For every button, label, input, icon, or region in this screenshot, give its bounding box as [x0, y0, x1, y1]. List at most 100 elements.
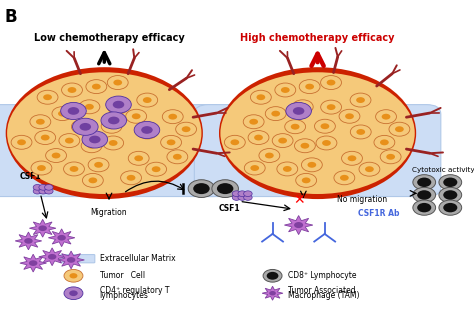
Circle shape [413, 200, 436, 215]
Circle shape [108, 117, 119, 124]
Circle shape [132, 113, 141, 119]
Circle shape [120, 171, 141, 185]
Circle shape [52, 152, 61, 158]
Circle shape [82, 131, 108, 148]
Circle shape [443, 190, 457, 200]
Circle shape [38, 225, 47, 231]
Circle shape [64, 162, 84, 176]
Circle shape [294, 222, 303, 228]
Circle shape [161, 135, 182, 149]
Text: Low chemotherapy efficacy: Low chemotherapy efficacy [34, 33, 184, 43]
Text: CD8⁺ Lymphocyte: CD8⁺ Lymphocyte [288, 271, 357, 280]
Circle shape [106, 96, 131, 113]
Circle shape [65, 138, 74, 144]
Circle shape [193, 183, 210, 194]
Circle shape [302, 178, 310, 183]
Circle shape [265, 152, 274, 158]
Circle shape [244, 191, 252, 197]
Text: High chemotherapy efficacy: High chemotherapy efficacy [240, 33, 395, 43]
Circle shape [327, 104, 336, 110]
Circle shape [359, 162, 380, 176]
Circle shape [292, 100, 313, 114]
Circle shape [113, 80, 122, 86]
Text: ✕: ✕ [293, 193, 304, 207]
Circle shape [417, 190, 431, 200]
Circle shape [108, 100, 128, 114]
Circle shape [382, 114, 391, 120]
Circle shape [217, 183, 233, 194]
Circle shape [439, 200, 462, 215]
Circle shape [68, 87, 76, 93]
Circle shape [250, 90, 271, 104]
Circle shape [67, 257, 75, 263]
Circle shape [86, 80, 107, 94]
Circle shape [85, 104, 94, 110]
Circle shape [57, 235, 66, 241]
Circle shape [37, 165, 46, 171]
Circle shape [283, 166, 292, 172]
Circle shape [417, 203, 431, 212]
Polygon shape [58, 251, 84, 269]
Circle shape [176, 122, 197, 136]
Polygon shape [262, 286, 283, 300]
Circle shape [41, 135, 50, 140]
Circle shape [334, 171, 355, 185]
Circle shape [439, 187, 462, 203]
Circle shape [389, 122, 410, 136]
Circle shape [443, 178, 457, 187]
Circle shape [230, 139, 239, 145]
Circle shape [299, 80, 320, 94]
Circle shape [6, 67, 203, 199]
Circle shape [33, 188, 42, 194]
Circle shape [269, 291, 276, 295]
Text: CSF1: CSF1 [20, 172, 42, 181]
Circle shape [89, 178, 97, 183]
Circle shape [350, 125, 371, 139]
Circle shape [64, 269, 83, 282]
Circle shape [254, 135, 263, 140]
Ellipse shape [7, 72, 201, 194]
Circle shape [296, 173, 317, 187]
Circle shape [267, 272, 278, 280]
Circle shape [243, 115, 264, 129]
Circle shape [250, 165, 259, 171]
Circle shape [37, 90, 58, 104]
Circle shape [291, 124, 300, 130]
Circle shape [305, 84, 314, 89]
Polygon shape [39, 248, 65, 266]
Circle shape [45, 184, 53, 190]
Circle shape [17, 139, 26, 145]
Circle shape [173, 154, 182, 160]
Circle shape [417, 178, 431, 187]
Circle shape [89, 136, 100, 143]
Circle shape [107, 123, 116, 129]
Circle shape [281, 87, 290, 93]
Circle shape [58, 111, 67, 117]
Circle shape [347, 155, 356, 161]
Circle shape [39, 188, 47, 194]
Circle shape [113, 104, 122, 110]
Circle shape [137, 93, 158, 107]
Circle shape [294, 139, 315, 153]
Circle shape [141, 126, 153, 134]
Circle shape [137, 125, 158, 139]
Circle shape [413, 175, 436, 190]
Circle shape [79, 100, 100, 114]
Polygon shape [20, 254, 46, 272]
Text: Cytotoxic activity: Cytotoxic activity [412, 167, 474, 173]
Circle shape [365, 166, 374, 172]
Circle shape [232, 195, 241, 200]
Circle shape [277, 162, 298, 176]
FancyBboxPatch shape [0, 105, 228, 197]
Circle shape [380, 150, 401, 164]
Circle shape [162, 110, 183, 124]
Circle shape [413, 187, 436, 203]
Circle shape [43, 94, 52, 100]
Text: Extracellular Matrix: Extracellular Matrix [100, 254, 175, 263]
Circle shape [24, 238, 33, 244]
Circle shape [315, 119, 336, 133]
Circle shape [30, 115, 51, 129]
Text: No migration: No migration [337, 195, 387, 204]
Circle shape [134, 155, 143, 161]
Circle shape [73, 118, 98, 135]
